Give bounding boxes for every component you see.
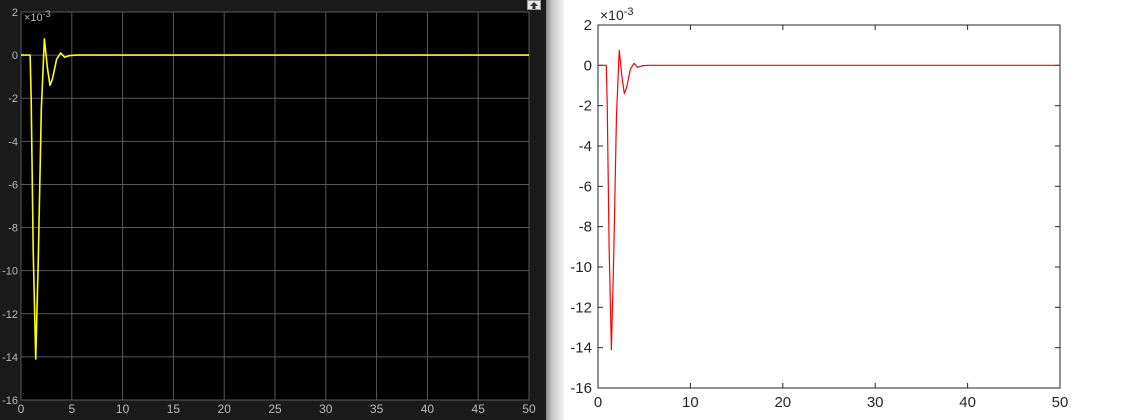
- scope-series-line: [21, 38, 529, 360]
- figure-y-tick-label: -4: [579, 138, 592, 155]
- scope-x-tick-label: 25: [268, 402, 282, 416]
- scope-x-tick-label: 40: [421, 402, 435, 416]
- scope-exponent-base: ×10: [24, 12, 43, 24]
- scope-y-tick-label: -6: [8, 179, 18, 191]
- figure-x-tick-label: 20: [774, 394, 791, 411]
- scope-y-tick-label: -8: [8, 223, 18, 235]
- scope-x-tick-label: 30: [319, 402, 333, 416]
- figure-axes-box: [597, 24, 1061, 389]
- figure-y-tick-label: -6: [579, 178, 592, 195]
- figure-x-tick-label: 0: [594, 394, 602, 411]
- scope-exponent-power: -3: [43, 9, 51, 19]
- scope-x-tick-label: 50: [522, 402, 536, 416]
- figure-y-tick-label: -10: [570, 259, 592, 276]
- figure-exponent-base: ×10: [600, 7, 624, 23]
- scope-x-tick-label: 35: [370, 402, 384, 416]
- figure-x-tick-label: 50: [1052, 394, 1069, 411]
- figure-y-tick-label: -14: [570, 340, 592, 357]
- scope-panel: 0 5 10 15 20 25 30 35 40 45 50 2 0 -2 -4 -6 -8 -10 -12 -14-…: [0, 0, 546, 420]
- scope-x-tick-label: 10: [116, 402, 130, 416]
- figure-exponent-power: -3: [624, 6, 634, 18]
- scope-x-tick-label: 5: [68, 402, 75, 416]
- figure-y-tick-label: -12: [570, 299, 592, 316]
- figure-x-tick-label: 10: [682, 394, 699, 411]
- panel-divider: [546, 0, 564, 420]
- scope-y-tick-label: -16: [2, 395, 18, 407]
- scope-y-tick-label: 0: [12, 50, 18, 62]
- figure-series-line: [598, 49, 1060, 351]
- expand-icon: [530, 1, 538, 9]
- scope-y-tick-label: -12: [2, 309, 18, 321]
- figure-y-tick-label: 2: [584, 17, 592, 34]
- figure-ticks: [597, 24, 1061, 389]
- scope-x-tick-label: 45: [472, 402, 486, 416]
- scope-y-tick-label: -4: [8, 136, 18, 148]
- figure-y-tick-label: 0: [584, 57, 592, 74]
- figure-exponent-label: ×10-3: [600, 6, 634, 23]
- figure-y-tick-label: -8: [579, 219, 592, 236]
- scope-y-tick-label: -2: [8, 93, 18, 105]
- scope-y-tick-label: -10: [2, 266, 18, 278]
- scope-y-tick-label: 2: [12, 7, 18, 19]
- figure-x-tick-label: 30: [867, 394, 884, 411]
- scope-x-tick-label: 15: [167, 402, 181, 416]
- scope-y-tick-label: -14: [2, 352, 18, 364]
- scope-exponent-label: ×10-3: [24, 9, 51, 24]
- scope-x-tick-label: 20: [218, 402, 232, 416]
- figure-y-tick-label: -2: [579, 98, 592, 115]
- scope-chart: 0 5 10 15 20 25 30 35 40 45 5020-2-4-6-8-10-12-14-…: [2, 7, 536, 416]
- scope-tick-labels: 0 5 10 15 20 25 30 35 40 45 5020-2-4-6-8-10-12-14-…: [2, 7, 536, 416]
- scope-x-tick-label: 0: [18, 402, 25, 416]
- expand-button[interactable]: [527, 0, 541, 10]
- figure-y-tick-label: -16: [570, 380, 592, 397]
- figure-x-tick-label: 40: [959, 394, 976, 411]
